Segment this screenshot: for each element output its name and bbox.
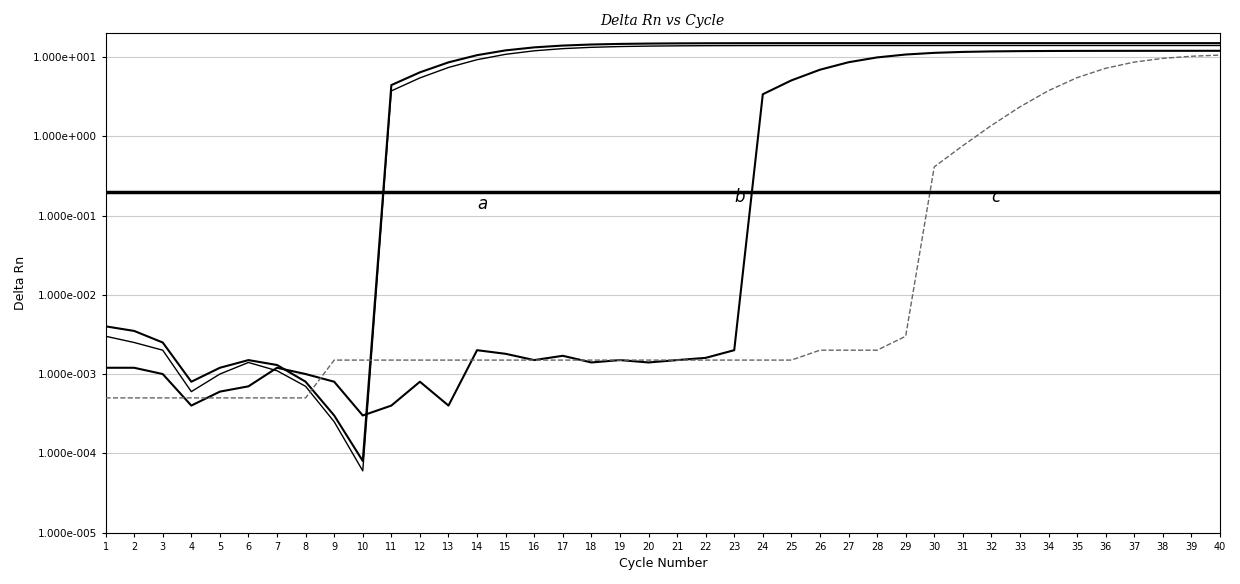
Text: c: c [992,187,1001,206]
Title: Delta Rn vs Cycle: Delta Rn vs Cycle [600,14,725,28]
Y-axis label: Delta Rn: Delta Rn [14,256,27,310]
X-axis label: Cycle Number: Cycle Number [619,557,707,570]
Text: a: a [477,195,487,213]
Text: b: b [734,187,745,206]
